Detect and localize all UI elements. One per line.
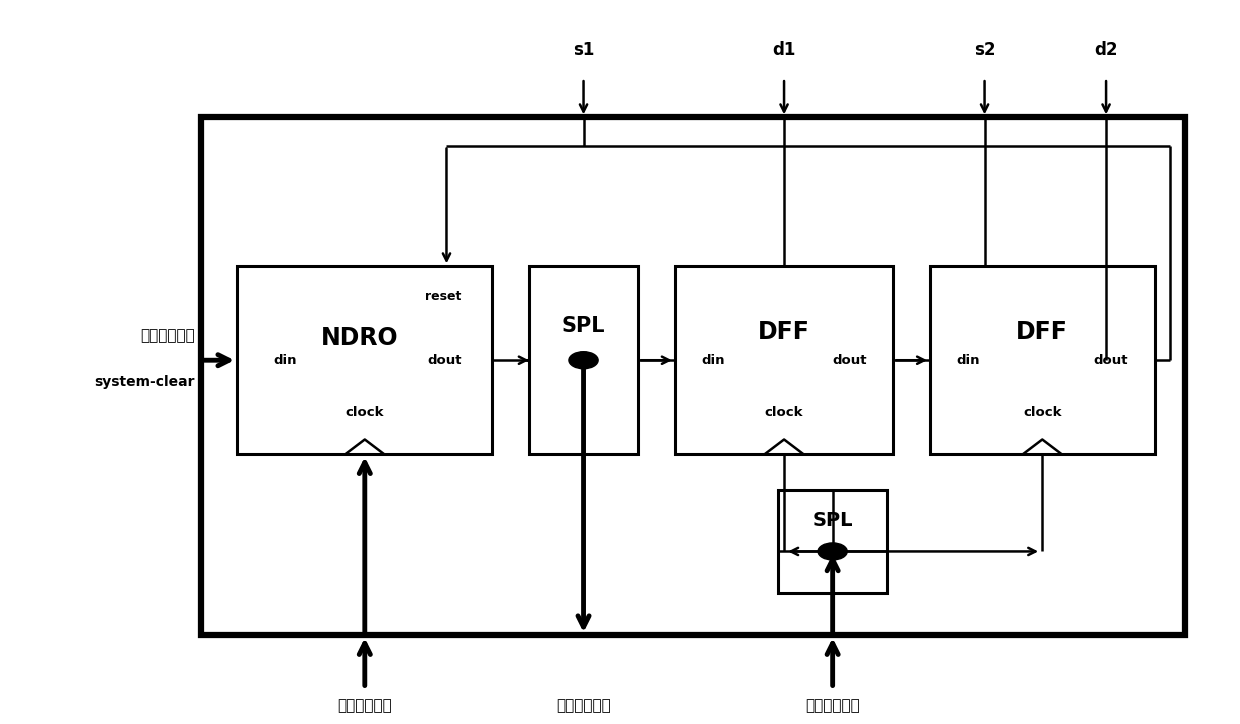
Text: SPL: SPL xyxy=(812,511,853,530)
Text: SPL: SPL xyxy=(562,316,605,337)
Text: din: din xyxy=(701,354,724,367)
Circle shape xyxy=(818,543,847,560)
FancyBboxPatch shape xyxy=(237,266,492,454)
Text: din: din xyxy=(273,354,296,367)
FancyBboxPatch shape xyxy=(777,489,888,592)
Text: d2: d2 xyxy=(1095,41,1117,59)
Text: reset: reset xyxy=(425,290,461,303)
Text: dout: dout xyxy=(428,354,461,367)
Circle shape xyxy=(569,352,598,369)
FancyBboxPatch shape xyxy=(201,117,1185,635)
Text: DFF: DFF xyxy=(1017,320,1068,344)
Text: 低频系统时钟: 低频系统时钟 xyxy=(805,699,861,714)
Text: DFF: DFF xyxy=(758,320,810,344)
FancyBboxPatch shape xyxy=(930,266,1154,454)
Text: d1: d1 xyxy=(773,41,796,59)
Text: dout: dout xyxy=(833,354,867,367)
Text: 清零指令输入: 清零指令输入 xyxy=(140,328,195,343)
Text: clock: clock xyxy=(1023,406,1061,419)
Text: dout: dout xyxy=(1094,354,1127,367)
Text: 高频局部时钟: 高频局部时钟 xyxy=(337,699,392,714)
Text: s2: s2 xyxy=(973,41,996,59)
Text: s1: s1 xyxy=(573,41,594,59)
Text: clock: clock xyxy=(765,406,804,419)
FancyBboxPatch shape xyxy=(528,266,639,454)
Text: system-clear: system-clear xyxy=(94,374,195,389)
Text: clock: clock xyxy=(346,406,384,419)
FancyBboxPatch shape xyxy=(675,266,893,454)
Text: 清零信号输出: 清零信号输出 xyxy=(557,699,611,714)
Text: din: din xyxy=(957,354,981,367)
Text: NDRO: NDRO xyxy=(321,326,398,350)
